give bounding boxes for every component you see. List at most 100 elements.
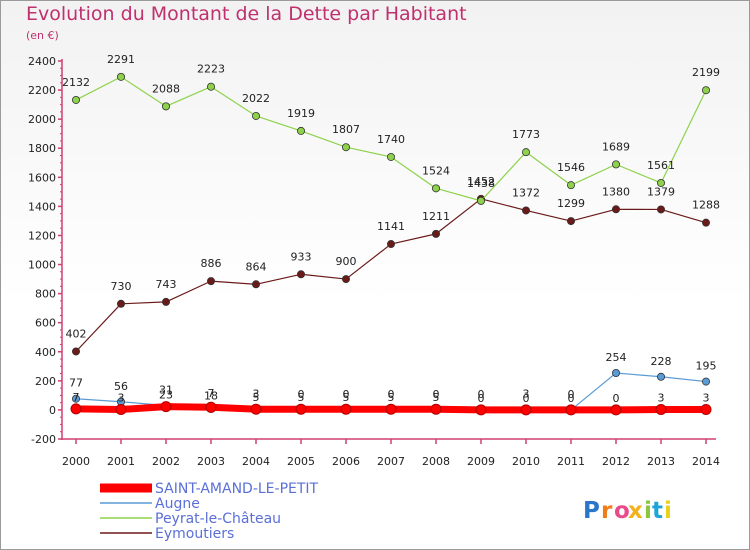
data-label: 0 [568,392,575,405]
data-point [160,401,172,413]
data-label: 1211 [422,210,450,223]
data-label: 1438 [467,177,495,190]
data-point [72,394,81,403]
data-label: 1299 [557,197,585,210]
y-tick-label: 400 [35,346,56,359]
data-point [612,205,621,214]
data-point [612,368,621,377]
data-label: 3 [118,391,125,404]
data-point [117,299,126,308]
data-label: 5 [253,391,260,404]
data-point [431,184,440,193]
data-point [430,403,442,415]
y-tick-label: 1200 [28,229,56,242]
data-label: 402 [66,327,87,340]
series-1: 7 3 23 18 5 5 5 5 5 0 0 0 0 3 3 [70,389,712,416]
data-point [657,205,666,214]
x-tick-label: 2011 [557,455,585,468]
data-label: 2223 [197,63,225,76]
data-point [520,404,532,416]
logo-letter: t [652,498,663,524]
data-point [522,148,531,157]
data-label: 1546 [557,161,585,174]
data-point [522,206,531,215]
data-label: 195 [696,360,717,373]
data-label: 2199 [692,66,720,79]
x-tick-label: 2001 [107,455,135,468]
data-label: 0 [523,392,530,405]
data-point [612,160,621,169]
data-point [72,347,81,356]
data-label: 5 [433,391,440,404]
data-label: 0 [388,388,395,401]
data-point [655,403,667,415]
data-point [475,404,487,416]
data-point [385,403,397,415]
x-tick-label: 2013 [647,455,675,468]
data-label: 0 [433,388,440,401]
data-point [702,86,711,95]
data-label: 1288 [692,199,720,212]
data-label: 0 [613,392,620,405]
data-label: 1773 [512,128,540,141]
data-label: 743 [156,278,177,291]
legend-item-1: SAINT-AMAND-LE-PETIT [100,481,319,497]
data-point [117,72,126,81]
data-label: 0 [343,388,350,401]
x-tick-label: 2006 [332,455,360,468]
data-point [341,143,350,152]
data-point [295,403,307,415]
data-point [386,240,395,249]
data-point [610,404,622,416]
data-label: 0 [478,388,485,401]
data-label: 1372 [512,186,540,199]
data-label: 730 [111,280,132,293]
y-tick-label: 800 [35,288,56,301]
x-tick-label: 2003 [197,455,225,468]
data-label: 3 [658,391,665,404]
data-point [567,217,576,226]
data-label: 31 [159,383,173,396]
legend-label: Peyrat-le-Château [155,511,281,527]
logo-letter: r [601,498,613,524]
x-tick-label: 2002 [152,455,180,468]
data-label: 886 [201,257,222,270]
legend: SAINT-AMAND-LE-PETITAugnePeyrat-le-Châte… [100,481,319,542]
legend-label: Augne [155,496,200,512]
data-label: 254 [606,351,627,364]
legend-item-3: Peyrat-le-Château [100,511,281,527]
data-point [296,270,305,279]
logo-letter: P [583,498,600,524]
y-tick-label: -200 [31,433,56,446]
data-label: 0 [568,388,575,401]
x-tick-label: 2010 [512,455,540,468]
data-label: 1740 [377,133,405,146]
data-point [700,403,712,415]
data-point [251,111,260,120]
axes: -200020040060080010001200140016001800200… [28,55,720,468]
logo-letter: i [644,498,652,524]
data-label: 2132 [62,76,90,89]
data-point [205,401,217,413]
data-point [476,196,485,205]
data-label: 2022 [242,92,270,105]
data-point [206,277,215,286]
data-point [115,403,127,415]
data-label: 1561 [647,159,675,172]
y-tick-label: 1000 [28,259,56,272]
data-label: 900 [336,255,357,268]
logo-letter: x [628,498,643,524]
data-label: 5 [298,391,305,404]
data-label: 2088 [152,82,180,95]
data-label: 1689 [602,140,630,153]
data-label: 864 [246,260,267,273]
data-point [70,403,82,415]
data-label: 1919 [287,107,315,120]
x-tick-label: 2000 [62,455,90,468]
data-label: 1807 [332,123,360,136]
logo-letter: i [664,498,672,524]
data-label: 1524 [422,164,450,177]
